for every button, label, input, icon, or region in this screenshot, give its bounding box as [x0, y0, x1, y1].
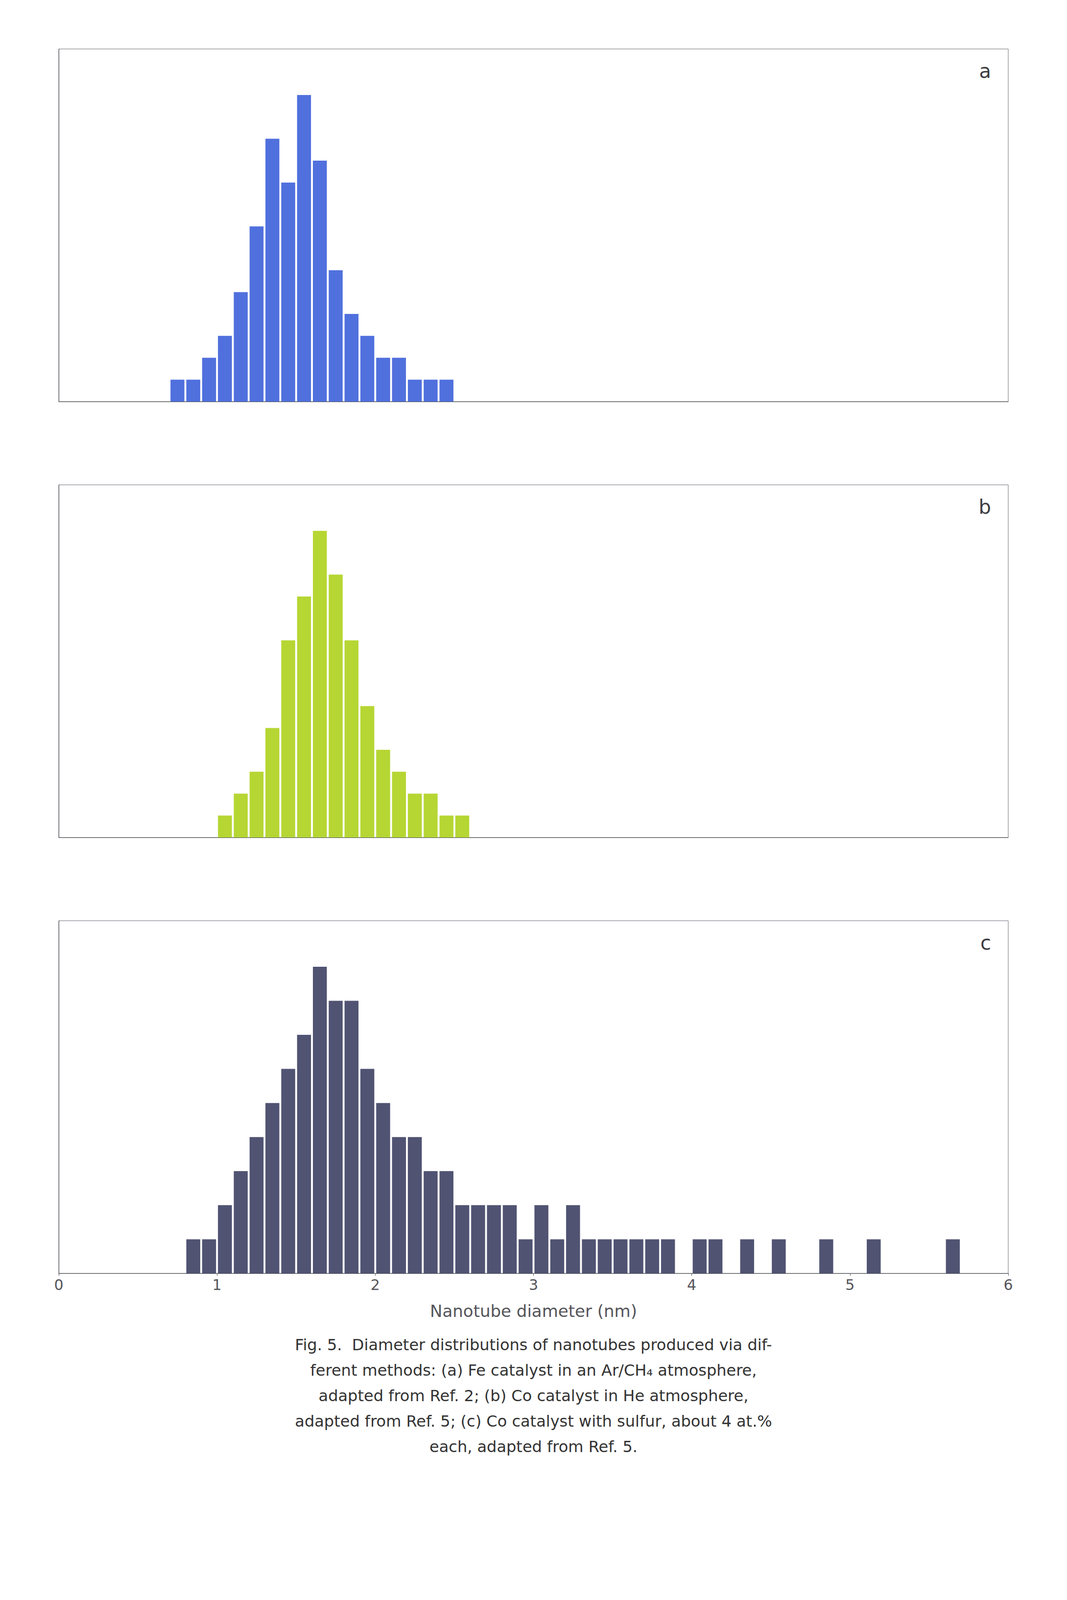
- svg-text:2: 2: [370, 1276, 380, 1294]
- svg-text:a: a: [978, 59, 992, 83]
- svg-text:4: 4: [687, 1276, 697, 1294]
- svg-text:c: c: [980, 931, 992, 954]
- svg-text:0: 0: [53, 1276, 64, 1294]
- svg-text:adapted from Ref. 2; (b) Co ca: adapted from Ref. 2; (b) Co catalyst in …: [318, 1386, 749, 1405]
- svg-text:6: 6: [1003, 1276, 1013, 1294]
- svg-text:Nanotube diameter (nm): Nanotube diameter (nm): [429, 1301, 638, 1321]
- svg-text:3: 3: [528, 1276, 539, 1294]
- svg-text:Fig. 5. Diameter distribution: Fig. 5. Diameter distributions of nanotu…: [294, 1335, 772, 1354]
- svg-text:each, adapted from Ref. 5.: each, adapted from Ref. 5.: [429, 1437, 638, 1456]
- svg-text:5: 5: [845, 1276, 855, 1294]
- svg-text:1: 1: [212, 1276, 222, 1294]
- svg-text:ferent methods: (a) Fe catalys: ferent methods: (a) Fe catalyst in an Ar…: [310, 1360, 758, 1380]
- svg-text:b: b: [978, 495, 992, 519]
- svg-text:adapted from Ref. 5; (c) Co ca: adapted from Ref. 5; (c) Co catalyst wit…: [294, 1411, 772, 1431]
